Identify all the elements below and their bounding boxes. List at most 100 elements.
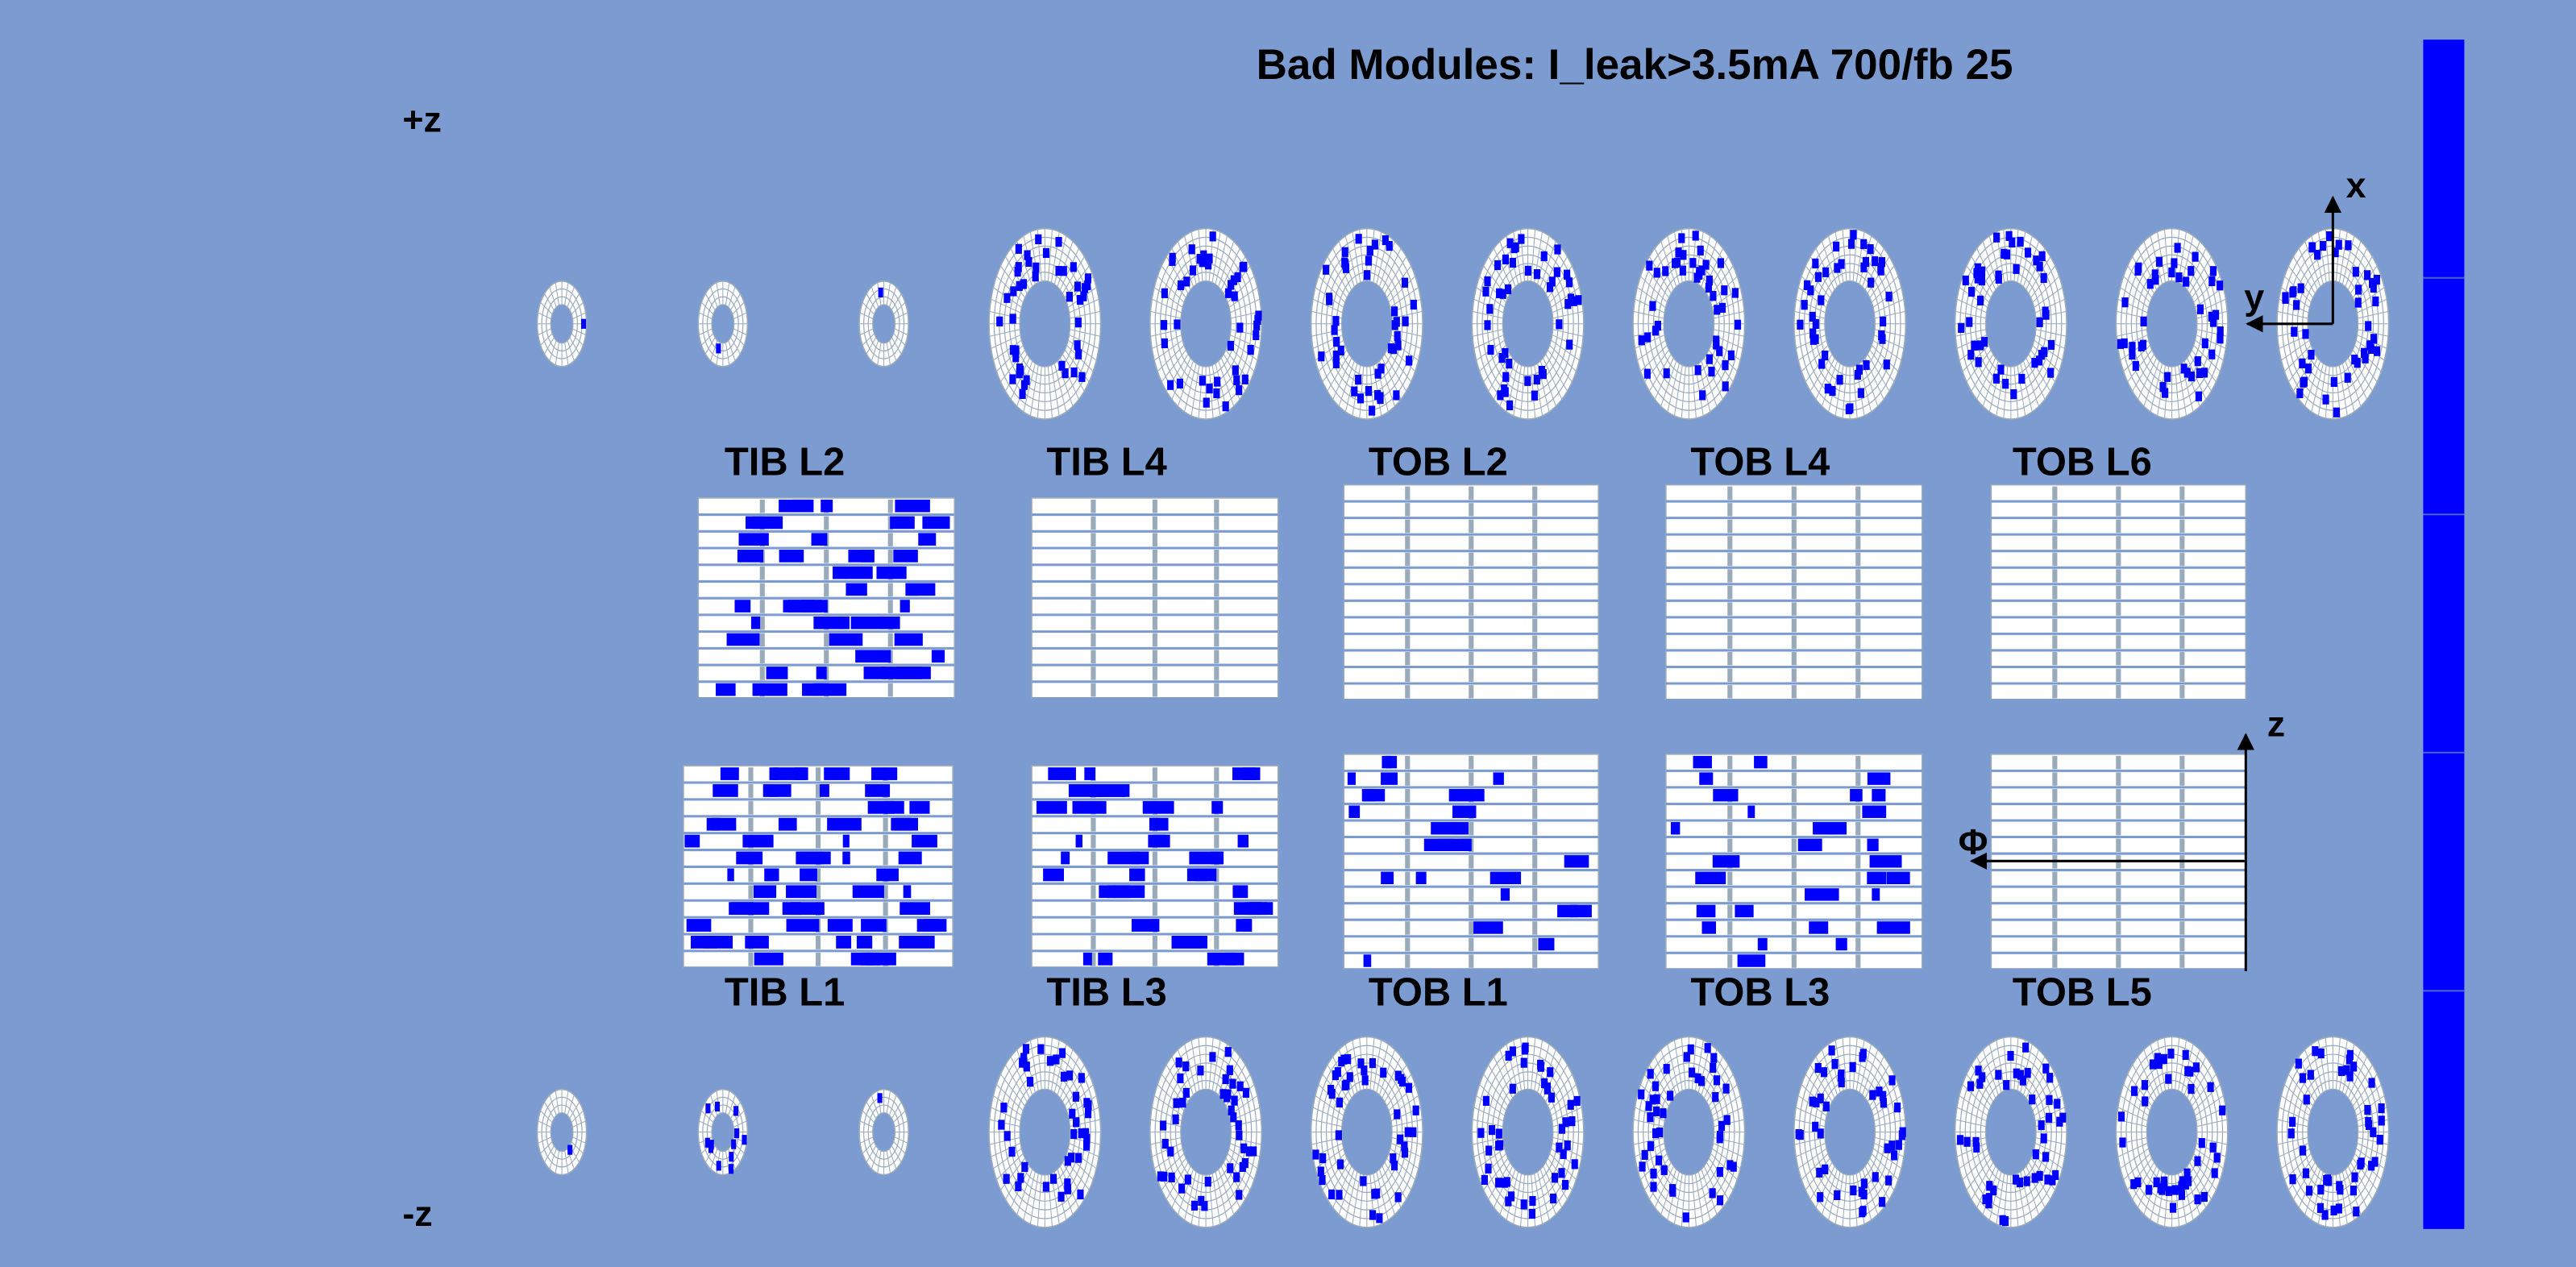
bad-module [1967, 1081, 1975, 1091]
disk-module-edge [2277, 1137, 2308, 1145]
barrel-gap [1152, 784, 1157, 798]
bad-module [2042, 1152, 2050, 1162]
barrel-gap [1727, 888, 1733, 902]
bad-module [1213, 388, 1220, 399]
bad-module [898, 851, 922, 865]
disk-module-edge [1029, 1173, 1039, 1224]
bad-module [1360, 1176, 1367, 1186]
disk-module-edge [1809, 354, 1833, 392]
disk-module-edge [540, 1141, 553, 1154]
barrel-gap [1855, 536, 1861, 550]
disk-module-edge [730, 337, 741, 355]
disk-module-edge [1384, 255, 1407, 294]
bad-module [2049, 1175, 2056, 1186]
bad-module [1885, 1175, 1893, 1186]
layer-label: TOB L6 [2013, 440, 2152, 484]
disk-module-edge [1842, 229, 1847, 282]
bad-module [1872, 1172, 1879, 1182]
disk-module-edge [866, 337, 877, 355]
bad-module [1196, 254, 1203, 264]
bad-module [2154, 1053, 2161, 1063]
bad-module [1357, 1058, 1365, 1069]
bad-module [865, 784, 891, 797]
disk-module-edge [569, 1101, 580, 1120]
disk-module-edge [567, 286, 575, 308]
bad-module [1083, 1133, 1091, 1144]
bad-module [1528, 1208, 1535, 1219]
bad-module [786, 919, 820, 932]
bad-module [1481, 1174, 1488, 1186]
bad-module [1355, 234, 1362, 244]
disk-module-edge [540, 301, 553, 315]
bad-module [2047, 368, 2055, 378]
disk-module-edge [1352, 1040, 1361, 1091]
bad-module [1556, 1142, 1563, 1153]
bad-module [1547, 1067, 1554, 1078]
barrel-gap [2052, 503, 2058, 517]
disk-module-edge [1710, 1084, 1738, 1111]
bad-module [1177, 1073, 1184, 1084]
barrel-gap [1405, 755, 1411, 770]
disk-module-edge [2350, 1064, 2373, 1103]
barrel-gap [1727, 668, 1733, 682]
disk-module-edge [572, 328, 586, 335]
bad-module [2337, 1184, 2344, 1195]
bad-module [2042, 309, 2050, 320]
bad-module [1122, 784, 1130, 797]
bad-module [1058, 1048, 1066, 1058]
barrel-gap [1469, 602, 1474, 616]
y-axis-label: y [2244, 276, 2264, 317]
disk-module-edge [1070, 310, 1101, 319]
bad-module [1956, 1135, 1964, 1145]
disk-module-edge [1551, 287, 1580, 308]
disk-module-edge [1184, 1171, 1197, 1220]
bad-module [1142, 800, 1174, 814]
bad-module [1869, 855, 1902, 868]
barrel-gap [748, 868, 754, 883]
bad-module [1816, 1167, 1823, 1178]
barrel-gap [1855, 855, 1861, 869]
bad-module [1506, 359, 1513, 369]
bad-module [2317, 1048, 2325, 1059]
bad-module [1712, 855, 1740, 868]
disk-module-edge [1391, 329, 1423, 337]
bad-module [714, 1101, 721, 1112]
color-bar [2423, 39, 2465, 1229]
disk-module-edge [1654, 1165, 1674, 1208]
bad-module [922, 516, 950, 530]
bad-module [1971, 340, 1978, 351]
disk-module-edge [893, 1141, 906, 1154]
bad-module [1401, 277, 1409, 288]
bad-module [2368, 1078, 2375, 1088]
bad-module [2366, 340, 2374, 351]
bad-module [1828, 1045, 1835, 1056]
bad-module [1713, 788, 1739, 802]
bad-module [1726, 1160, 1734, 1170]
disk-module-edge [1229, 298, 1261, 314]
disk-module-edge [888, 340, 897, 361]
bad-module [1697, 245, 1704, 255]
bad-module [1643, 368, 1651, 379]
barrel-gap [1469, 954, 1474, 968]
disk-module-edge [1551, 339, 1580, 361]
disk-module-edge [733, 1120, 747, 1128]
disk-module-edge [1872, 1095, 1902, 1116]
disk-module-edge [1543, 1165, 1563, 1208]
bad-module [2326, 231, 2333, 242]
bad-module [1386, 240, 1393, 251]
bad-module [2130, 1086, 2138, 1096]
bad-module [705, 1103, 711, 1114]
disk-module-edge [2189, 1161, 2212, 1200]
bad-module [1995, 273, 2002, 284]
bad-module [1022, 1044, 1030, 1054]
barrel-gap [2179, 602, 2185, 616]
bad-module [1239, 262, 1246, 272]
disk-module-edge [1714, 329, 1745, 337]
disk-module-edge [2357, 1142, 2387, 1157]
disk-module-edge [1639, 345, 1668, 372]
bad-module [1809, 311, 1816, 322]
bad-module [2129, 342, 2136, 352]
disk-module-edge [1386, 1074, 1412, 1107]
disk-module-edge [2025, 357, 2046, 400]
bad-module [2059, 1112, 2067, 1123]
